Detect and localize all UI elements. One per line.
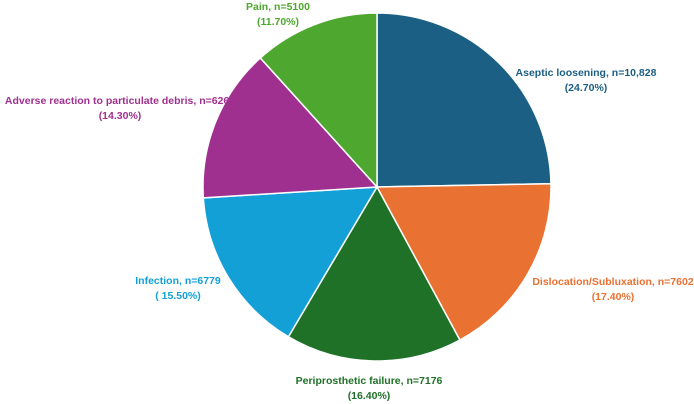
slice-label-infection: Infection, n=6779 ( 15.50%) [135, 275, 221, 302]
slice-name-label: Infection, n=6779 [135, 275, 221, 287]
slice-name-label: Dislocation/Subluxation, n=7602 [532, 276, 693, 288]
slice-percent-label: (24.70%) [565, 82, 608, 94]
pie-slice-pain [259, 12, 378, 189]
slice-label-pain: Pain, n=5100 (11.70%) [246, 1, 310, 28]
slice-percent-label: (17.40%) [592, 291, 635, 303]
slice-name-label: Periprosthetic failure, n=7176 [296, 375, 443, 387]
pie-slice-infection [202, 186, 379, 338]
pie-slice-periprosthetic-failure [287, 185, 461, 362]
slice-percent-label: (16.40%) [348, 390, 391, 402]
pie-slice-aseptic-loosening [376, 12, 552, 188]
slice-label-aseptic-loosening: Aseptic loosening, n=10,828 (24.70%) [516, 67, 657, 94]
slice-name-label: Aseptic loosening, n=10,828 [516, 67, 657, 79]
slice-label-dislocation: Dislocation/Subluxation, n=7602 (17.40%) [532, 276, 693, 303]
slice-percent-label: (14.30%) [99, 110, 142, 122]
slice-label-adverse-reaction: Adverse reaction to particulate debris, … [5, 95, 235, 122]
slice-label-periprosthetic-failure: Periprosthetic failure, n=7176 (16.40%) [296, 375, 443, 402]
slice-name-label: Pain, n=5100 [246, 1, 310, 13]
slice-percent-label: (11.70%) [257, 16, 299, 28]
pie-slices [202, 12, 552, 362]
slice-percent-label: ( 15.50%) [155, 290, 201, 302]
pie-slice-dislocation-subluxation [375, 182, 552, 342]
pie-slice-adverse-reaction [202, 56, 379, 199]
slice-name-label: Adverse reaction to particulate debris, … [5, 95, 235, 107]
